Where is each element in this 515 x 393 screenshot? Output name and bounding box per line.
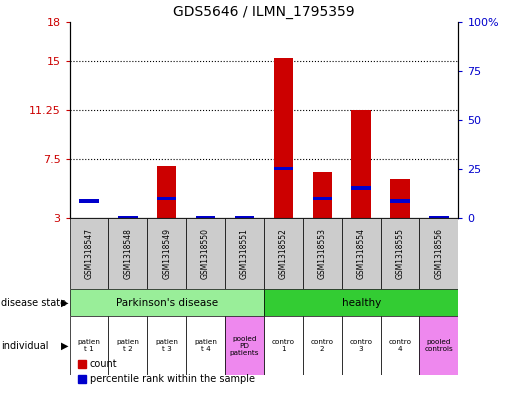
Text: individual: individual [1,341,48,351]
Bar [273,58,293,218]
Bar [147,316,186,375]
Bar [313,172,332,218]
Legend: count, percentile rank within the sample: count, percentile rank within the sample [74,356,259,388]
Text: GSM1318547: GSM1318547 [84,228,93,279]
Text: GSM1318553: GSM1318553 [318,228,327,279]
Text: ▶: ▶ [61,298,68,308]
Text: GSM1318551: GSM1318551 [240,228,249,279]
Bar [109,316,147,375]
Bar [420,218,458,289]
Bar [313,196,332,200]
Bar [381,218,419,289]
Text: patien
t 4: patien t 4 [194,339,217,353]
Bar [157,166,177,218]
Bar [70,218,109,289]
Text: pooled
controls: pooled controls [424,339,453,353]
Bar [264,316,303,375]
Bar [390,179,410,218]
Text: pooled
PD
patients: pooled PD patients [230,336,259,356]
Bar [225,316,264,375]
Bar [109,218,147,289]
Bar [381,316,419,375]
Bar [390,199,410,203]
Text: patien
t 3: patien t 3 [156,339,178,353]
Text: GSM1318554: GSM1318554 [357,228,366,279]
Bar [186,316,225,375]
Text: disease state: disease state [1,298,66,308]
Bar [196,216,215,220]
Text: contro
3: contro 3 [350,339,373,353]
Text: patien
t 2: patien t 2 [116,339,139,353]
Bar [264,289,458,316]
Bar [118,216,138,220]
Text: GSM1318550: GSM1318550 [201,228,210,279]
Text: GSM1318549: GSM1318549 [162,228,171,279]
Text: Parkinson's disease: Parkinson's disease [116,298,218,308]
Bar [303,316,342,375]
Bar [225,218,264,289]
Text: GSM1318555: GSM1318555 [396,228,404,279]
Bar [342,316,381,375]
Text: contro
4: contro 4 [388,339,411,353]
Bar [303,218,342,289]
Bar [70,289,264,316]
Bar [147,218,186,289]
Bar [70,316,109,375]
Bar [273,167,293,170]
Bar [351,186,371,190]
Text: GSM1318556: GSM1318556 [435,228,443,279]
Text: contro
2: contro 2 [311,339,334,353]
Text: GSM1318548: GSM1318548 [124,228,132,279]
Text: contro
1: contro 1 [272,339,295,353]
Bar [420,316,458,375]
Bar [79,199,99,203]
Bar [264,218,303,289]
Bar [342,218,381,289]
Text: ▶: ▶ [61,341,68,351]
Bar [157,196,177,200]
Bar [429,216,449,220]
Text: patien
t 1: patien t 1 [78,339,100,353]
Bar [186,218,225,289]
Text: healthy: healthy [341,298,381,308]
Bar [351,110,371,218]
Text: GSM1318552: GSM1318552 [279,228,288,279]
Bar [235,216,254,220]
Title: GDS5646 / ILMN_1795359: GDS5646 / ILMN_1795359 [173,5,355,19]
